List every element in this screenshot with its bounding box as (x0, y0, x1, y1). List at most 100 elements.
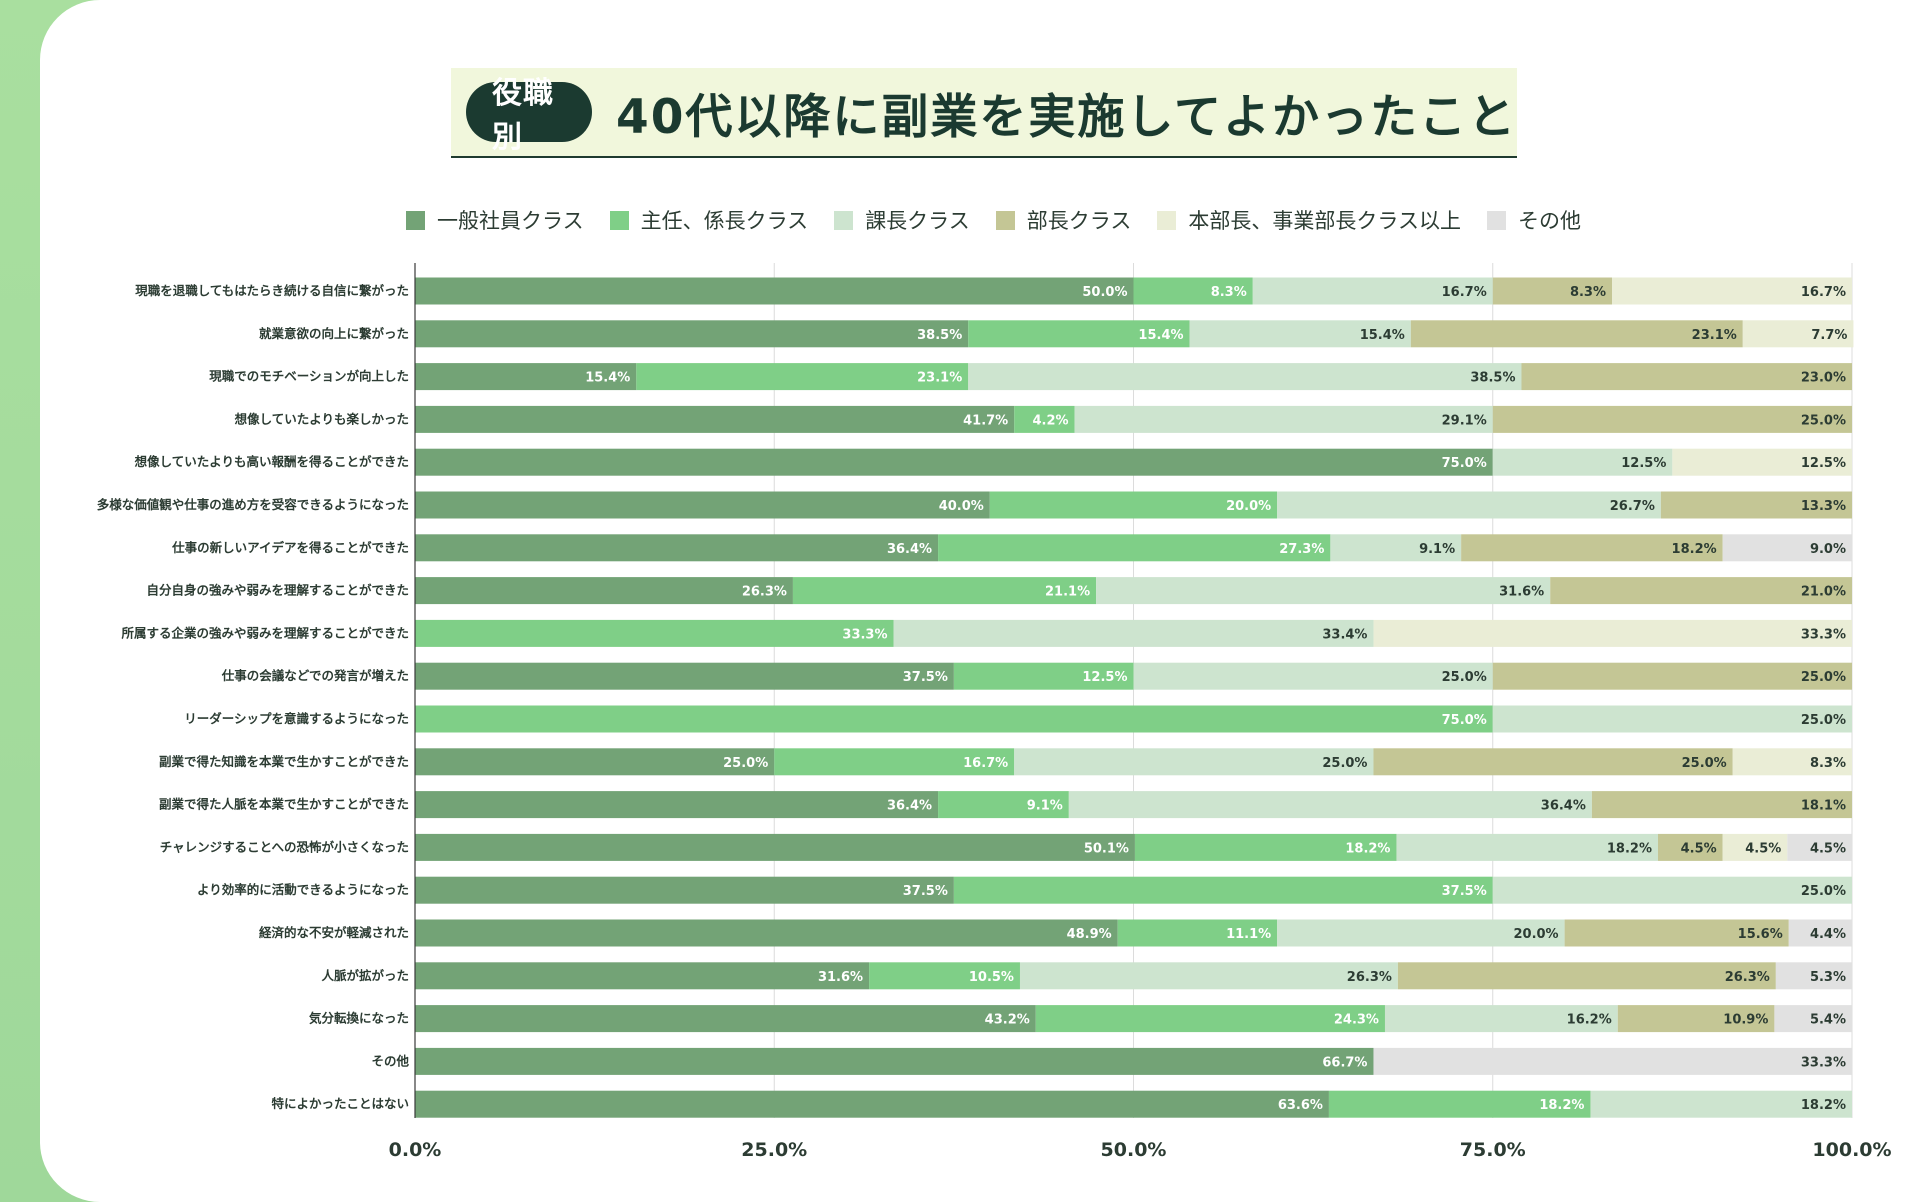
bar-segment (1492, 448, 1673, 476)
bar-segment (1373, 619, 1852, 647)
bar-segment (415, 534, 939, 562)
bar-segment (1617, 1005, 1775, 1033)
bar-segment (1492, 876, 1852, 904)
bar-segment (1492, 277, 1613, 305)
bar-segment (968, 320, 1190, 348)
data-label: 4.5% (1745, 841, 1781, 856)
category-label: 人脈が拡がった (321, 968, 409, 983)
bar-segment (869, 962, 1020, 990)
legend-item: 部長クラス (995, 205, 1131, 235)
legend-swatch (995, 210, 1015, 230)
data-label: 18.2% (1345, 841, 1390, 856)
bar-segment (792, 577, 1097, 605)
category-label: 副業で得た人脈を本業で生かすことができた (159, 797, 409, 812)
data-label: 37.5% (903, 884, 948, 899)
category-label: より効率的に活動できるようになった (197, 882, 409, 897)
legend-swatch (834, 210, 854, 230)
data-label: 38.5% (1470, 371, 1515, 386)
data-label: 75.0% (1442, 456, 1487, 471)
category-label: 特によかったことはない (271, 1096, 409, 1111)
bar-segment (1189, 320, 1411, 348)
bar-segment (953, 876, 1493, 904)
bar-segment (415, 448, 1493, 476)
x-tick-label: 50.0% (1101, 1139, 1167, 1161)
bar-segment (415, 1047, 1374, 1075)
data-label: 18.2% (1801, 1098, 1846, 1113)
data-label: 10.9% (1723, 1013, 1768, 1028)
data-label: 15.6% (1738, 927, 1783, 942)
bar-segment (1550, 577, 1852, 605)
data-label: 24.3% (1334, 1013, 1379, 1028)
bar-segment (1564, 919, 1789, 947)
legend-item: 主任、係長クラス (609, 205, 808, 235)
data-label: 16.2% (1567, 1013, 1612, 1028)
bar-segment (415, 705, 1493, 733)
data-label: 75.0% (1442, 713, 1487, 728)
bar-segment (636, 363, 969, 391)
data-label: 18.2% (1672, 542, 1717, 557)
data-label: 20.0% (1226, 499, 1271, 514)
category-label: 仕事の会議などでの発言が増えた (221, 668, 409, 683)
legend-swatch (406, 210, 425, 230)
data-label: 23.1% (917, 371, 962, 386)
data-label: 50.1% (1084, 841, 1129, 856)
data-label: 23.1% (1692, 328, 1737, 343)
data-label: 25.0% (723, 756, 768, 771)
data-label: 38.5% (917, 328, 962, 343)
category-label: 想像していたよりも楽しかった (234, 411, 409, 426)
bar-segment (415, 619, 894, 647)
category-label: 想像していたよりも高い報酬を得ることができた (134, 454, 409, 469)
data-label: 5.3% (1810, 970, 1846, 985)
bar-segment (415, 577, 793, 605)
data-label: 18.2% (1539, 1098, 1584, 1113)
bar-segment (1612, 277, 1852, 305)
data-label: 16.7% (1442, 285, 1487, 300)
bar-segment (938, 791, 1069, 819)
data-label: 26.3% (742, 585, 787, 600)
bar-segment (953, 662, 1134, 690)
bar-segment (1035, 1005, 1385, 1033)
data-label: 15.4% (585, 371, 630, 386)
data-label: 25.0% (1442, 670, 1487, 685)
category-label: 現職でのモチベーションが向上した (209, 369, 409, 384)
bar-segment (1461, 534, 1723, 562)
bar-segment (1014, 405, 1075, 433)
data-label: 10.5% (969, 970, 1014, 985)
category-label: 現職を退職してもはたらき続ける自信に繋がった (135, 283, 409, 298)
data-label: 25.0% (1801, 884, 1846, 899)
category-label: 経済的な不安が軽減された (259, 925, 409, 940)
bar-segment (415, 320, 969, 348)
bar-segment (1787, 833, 1852, 861)
data-label: 8.3% (1211, 285, 1247, 300)
bar-segment (415, 748, 775, 776)
x-tick-label: 75.0% (1460, 1139, 1526, 1161)
data-label: 31.6% (818, 970, 863, 985)
data-label: 13.3% (1801, 499, 1846, 514)
data-label: 25.0% (1801, 413, 1846, 428)
bar-segment (415, 962, 870, 990)
x-tick-label: 0.0% (389, 1139, 442, 1161)
bar-segment (1134, 833, 1397, 861)
bar-segment (415, 876, 954, 904)
data-label: 48.9% (1067, 927, 1112, 942)
category-label: 多様な価値観や仕事の進め方を受容できるようになった (97, 497, 409, 512)
data-label: 8.3% (1810, 756, 1846, 771)
data-label: 5.4% (1810, 1013, 1846, 1028)
data-label: 4.5% (1810, 841, 1846, 856)
category-label: 気分転換になった (309, 1011, 409, 1026)
data-label: 16.7% (1801, 285, 1846, 300)
bar-segment (1014, 748, 1374, 776)
data-label: 25.0% (1682, 756, 1727, 771)
bar-segment (1492, 405, 1852, 433)
data-label: 4.2% (1033, 413, 1069, 428)
legend-label: その他 (1517, 209, 1581, 233)
bar-segment (1384, 1005, 1618, 1033)
bar-segment (1396, 833, 1659, 861)
bar-segment (1742, 320, 1854, 348)
data-label: 36.4% (887, 799, 932, 814)
bar-segment (1133, 277, 1253, 305)
bar-segment (1252, 277, 1493, 305)
data-label: 9.0% (1810, 542, 1846, 557)
data-label: 15.4% (1138, 328, 1183, 343)
